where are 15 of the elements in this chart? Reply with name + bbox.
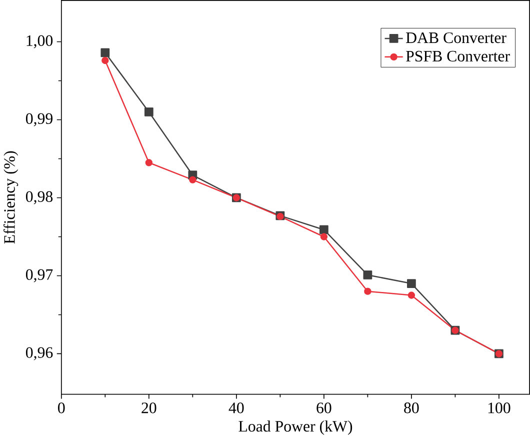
- x-tick-label: 0: [58, 402, 65, 414]
- x-tick-label: 60: [316, 402, 332, 414]
- x-tick-label: 40: [228, 402, 244, 414]
- x-tick-label: 20: [142, 402, 156, 414]
- y-tick-label: 0,96: [26, 347, 53, 360]
- x-tick-label: 100: [488, 402, 510, 414]
- x-axis-title: Load Power (kW): [238, 420, 352, 435]
- legend-label: PSFB Converter: [406, 50, 510, 62]
- y-axis-title: Efficiency (%): [4, 151, 18, 244]
- y-tick-label: 1,00: [26, 35, 53, 48]
- y-tick-label: 0,99: [26, 113, 52, 126]
- y-tick-label: 0,98: [26, 191, 53, 204]
- y-tick-label: 0,97: [26, 269, 53, 282]
- x-tick-label: 80: [404, 402, 419, 414]
- legend-label: DAB Converter: [406, 32, 506, 43]
